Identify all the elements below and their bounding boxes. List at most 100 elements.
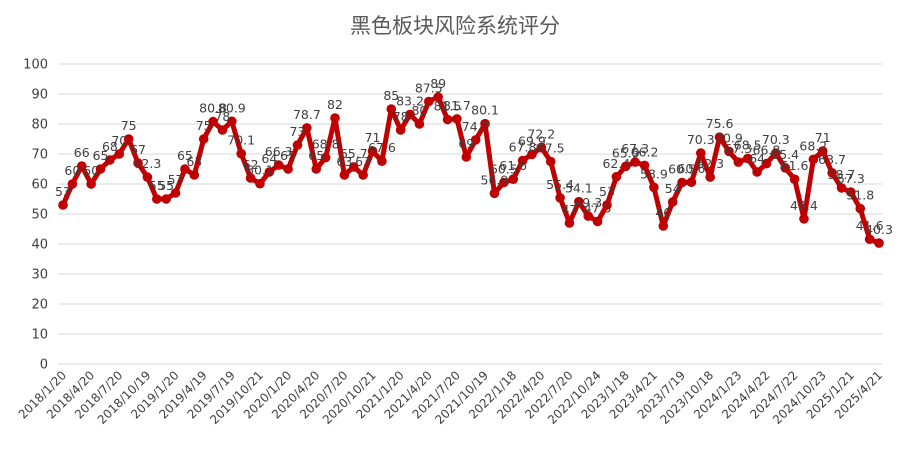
data-point (264, 167, 275, 177)
data-label: 72.2 (527, 126, 555, 141)
data-label: 63 (355, 154, 371, 169)
data-point (142, 172, 153, 182)
y-tick-label: 0 (40, 358, 48, 373)
data-label: 48.4 (790, 198, 818, 213)
data-point (180, 164, 190, 174)
data-point (480, 118, 490, 129)
data-label: 67 (130, 142, 146, 157)
data-point (658, 221, 669, 231)
data-point (320, 152, 331, 163)
data-label: 81.7 (443, 98, 471, 113)
data-point (555, 193, 565, 203)
data-label: 87.5 (415, 81, 443, 96)
data-point (433, 92, 443, 102)
data-point (114, 149, 125, 159)
data-point (67, 179, 78, 189)
data-point (330, 113, 340, 123)
data-point (348, 162, 359, 172)
data-label: 47.5 (584, 201, 612, 216)
data-point (358, 170, 368, 180)
data-label: 78.7 (293, 107, 321, 122)
data-label: 60.6 (677, 161, 705, 176)
data-point (536, 142, 547, 153)
data-label: 55 (158, 178, 174, 193)
data-point (423, 96, 434, 107)
data-point (874, 238, 884, 248)
data-label: 54.1 (565, 181, 593, 196)
data-label: 81.5 (434, 99, 462, 114)
y-tick-label: 30 (31, 268, 48, 283)
data-label: 55.4 (546, 177, 574, 192)
data-point (864, 234, 875, 244)
data-point (752, 167, 762, 177)
data-label: 60.1 (246, 163, 274, 178)
series-line-group (58, 92, 884, 248)
y-tick-label: 10 (31, 328, 48, 343)
data-point (170, 188, 181, 198)
data-point (161, 194, 171, 204)
data-label: 46 (655, 205, 671, 220)
data-point (827, 168, 837, 178)
data-point (611, 172, 622, 182)
data-label: 57 (168, 172, 184, 187)
data-point (198, 134, 209, 144)
data-label: 66.8 (753, 143, 781, 158)
data-label: 80.1 (471, 103, 499, 118)
data-label: 51.8 (846, 188, 874, 203)
data-label: 61.6 (781, 158, 809, 173)
data-point (686, 177, 697, 187)
data-point (245, 173, 256, 183)
data-label: 85 (383, 88, 399, 103)
data-label: 80.9 (218, 100, 246, 115)
y-tick-label: 50 (31, 208, 48, 223)
data-point (189, 170, 200, 180)
data-point (714, 132, 725, 142)
data-label: 65.9 (612, 145, 640, 160)
data-label: 75 (121, 118, 137, 133)
data-point (227, 116, 237, 127)
data-label: 65 (280, 148, 296, 163)
data-label: 60.5 (668, 162, 696, 177)
data-label: 69.9 (518, 133, 546, 148)
data-label: 61.6 (499, 158, 527, 173)
data-label: 71 (365, 130, 381, 145)
data-point (583, 211, 594, 221)
data-label: 40.3 (865, 222, 893, 237)
data-point (311, 164, 322, 174)
data-label: 63.7 (818, 152, 846, 167)
y-tick-label: 100 (23, 58, 48, 73)
data-point (452, 114, 462, 124)
data-point (527, 149, 537, 160)
data-label: 62.3 (696, 156, 724, 171)
data-label: 62.4 (602, 156, 630, 171)
y-tick-label: 20 (31, 298, 48, 313)
data-point (339, 170, 350, 180)
data-label: 68.2 (799, 138, 827, 153)
chart-title: 黑色板块风险系统评分 (350, 14, 560, 38)
data-label: 70.1 (227, 133, 255, 148)
data-label: 64 (261, 151, 277, 166)
data-point (292, 140, 303, 150)
data-label: 54 (665, 181, 681, 196)
data-label: 71 (815, 130, 831, 145)
series-line (60, 94, 882, 246)
data-label: 67.3 (724, 141, 752, 156)
y-axis: 0 10 20 30 40 50 60 70 80 90 100 (23, 58, 48, 373)
data-point (620, 161, 631, 172)
data-label: 70 (111, 133, 127, 148)
data-label: 80 (411, 103, 427, 118)
data-label: 66 (74, 145, 90, 160)
y-tick-label: 60 (31, 178, 48, 193)
y-tick-label: 40 (31, 238, 48, 253)
data-point (667, 197, 678, 207)
data-point (517, 155, 528, 166)
data-label: 75.6 (706, 116, 734, 131)
data-label: 62 (243, 157, 259, 172)
data-label: 64 (749, 151, 765, 166)
data-label: 66.3 (265, 144, 293, 159)
data-point (489, 188, 500, 199)
data-point (273, 160, 284, 170)
data-point (123, 134, 134, 144)
data-label: 41.6 (856, 218, 884, 233)
